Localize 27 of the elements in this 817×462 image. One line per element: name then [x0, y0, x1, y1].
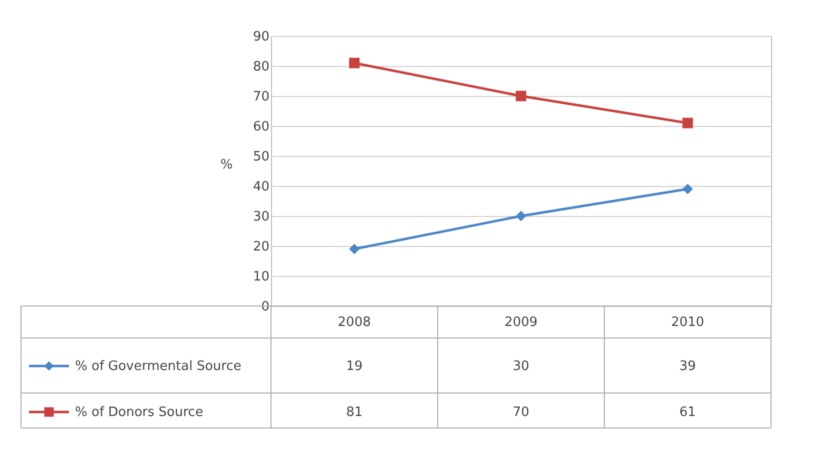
y-axis-title: %: [220, 158, 233, 172]
x-tick-label: 2008: [338, 315, 371, 330]
data-label: 81: [346, 405, 363, 420]
data-label: 39: [679, 359, 696, 374]
data-label: 61: [679, 405, 696, 420]
data-label: 19: [346, 359, 363, 374]
legend-label: % of Govermental Source: [75, 359, 242, 374]
legend-label: % of Donors Source: [75, 405, 204, 420]
x-tick-label: 2010: [671, 315, 704, 330]
y-tick-label: 50: [252, 150, 270, 164]
y-tick-label: 60: [252, 120, 270, 134]
y-tick-label: 10: [252, 270, 270, 284]
point: [682, 184, 693, 194]
x-tick-label: 2009: [504, 315, 538, 330]
y-tick-label: 70: [252, 90, 270, 104]
y-tick-label: 90: [252, 30, 270, 44]
point: [349, 58, 360, 68]
y-tick-label: 80: [252, 60, 270, 74]
point: [516, 210, 526, 222]
y-tick-label: 20: [252, 240, 270, 254]
point: [682, 118, 693, 128]
data-label: 30: [512, 359, 530, 374]
y-tick-label: 40: [252, 180, 270, 194]
point: [516, 90, 526, 102]
data-label: 70: [512, 405, 530, 420]
y-tick-label: 30: [252, 210, 270, 224]
point: [349, 244, 360, 254]
